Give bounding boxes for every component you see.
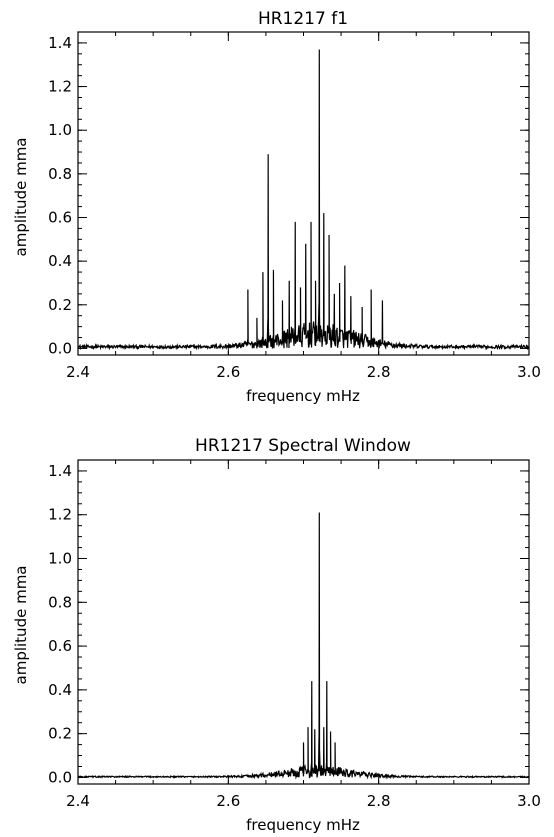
- chart-title: HR1217 f1: [258, 9, 348, 29]
- y-tick-label: 1.2: [48, 78, 72, 96]
- x-tick-label: 2.4: [66, 363, 90, 381]
- x-tick-label: 2.6: [216, 792, 240, 810]
- y-tick-label: 0.6: [48, 637, 72, 655]
- y-tick-label: 1.0: [48, 550, 72, 568]
- y-tick-label: 0.0: [48, 768, 72, 786]
- y-tick-label: 0.8: [48, 165, 72, 183]
- y-tick-label: 0.4: [48, 252, 72, 270]
- y-tick-label: 0.4: [48, 681, 72, 699]
- plot-frame: [77, 459, 530, 785]
- x-tick-label: 3.0: [517, 792, 541, 810]
- y-tick-label: 1.2: [48, 506, 72, 524]
- chart-panel-2: HR1217 Spectral Window frequency mHz amp…: [12, 436, 541, 834]
- y-axis-label: amplitude mma: [12, 566, 30, 685]
- y-tick-label: 1.4: [48, 462, 72, 480]
- x-tick-label: 3.0: [517, 363, 541, 381]
- y-tick-label: 1.4: [48, 34, 72, 52]
- x-tick-label: 2.4: [66, 792, 90, 810]
- y-axis-label: amplitude mma: [12, 138, 30, 257]
- chart-panel-1: HR1217 f1 frequency mHz amplitude mma 2.…: [12, 9, 541, 405]
- x-tick-label: 2.8: [367, 792, 391, 810]
- plot-frame: [77, 31, 530, 356]
- x-axis-label: frequency mHz: [246, 387, 360, 405]
- y-tick-label: 0.2: [48, 296, 72, 314]
- x-axis-label: frequency mHz: [246, 816, 360, 834]
- spectrum-line: [77, 512, 530, 780]
- y-tick-label: 0.2: [48, 725, 72, 743]
- y-tick-label: 0.8: [48, 593, 72, 611]
- spectrum-line: [77, 49, 530, 351]
- chart-title: HR1217 Spectral Window: [195, 436, 411, 456]
- x-tick-label: 2.8: [367, 363, 391, 381]
- tick-layer: 2.4 2.6 2.8 3.0 0.0 0.2 0.4 0.6 0.8 1.0 1.2 1.4: [48, 460, 541, 810]
- x-tick-label: 2.6: [216, 363, 240, 381]
- y-tick-label: 0.0: [48, 339, 72, 357]
- y-tick-label: 1.0: [48, 121, 72, 139]
- y-tick-label: 0.6: [48, 209, 72, 227]
